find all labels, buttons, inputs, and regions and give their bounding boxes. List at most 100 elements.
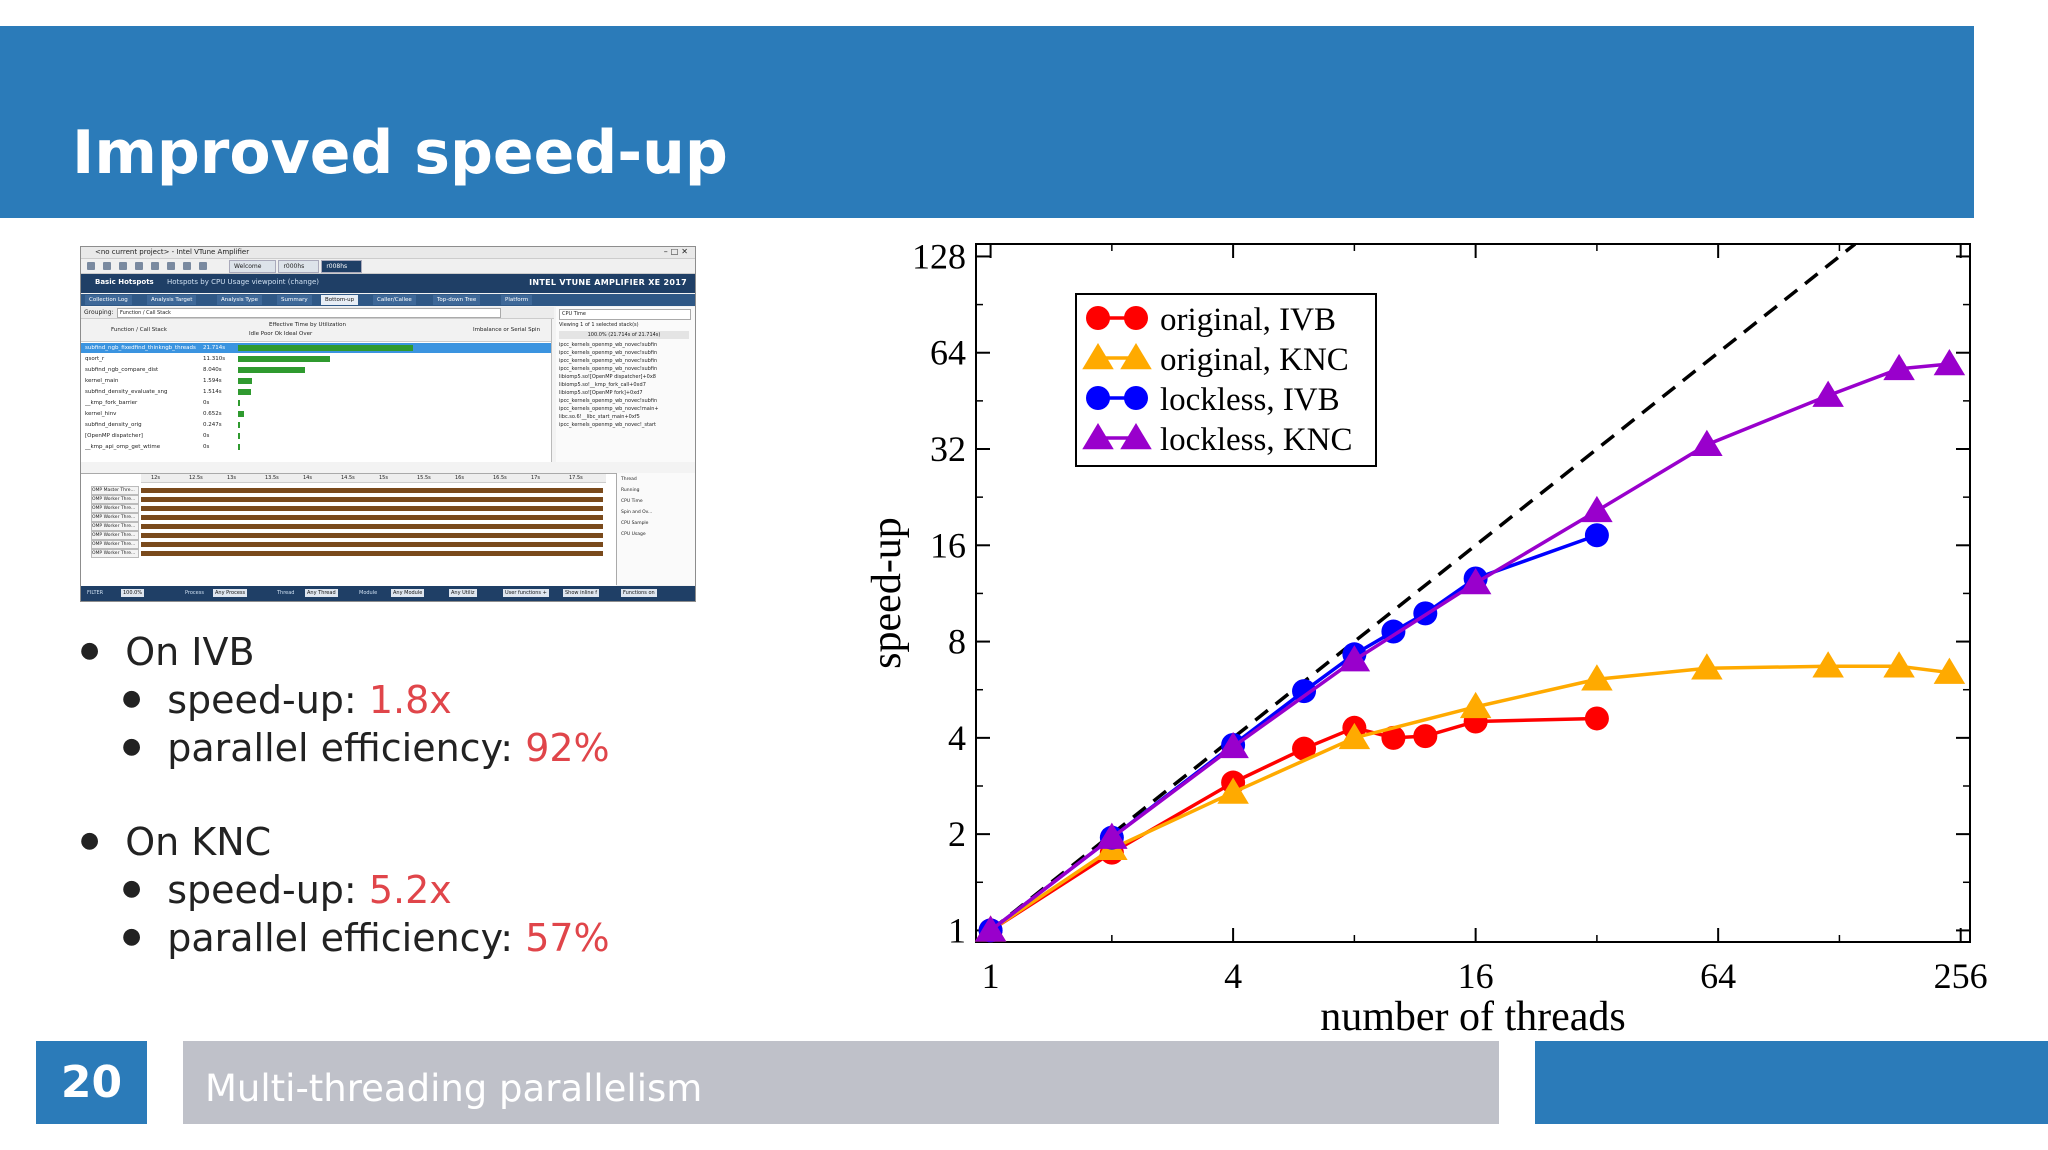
row-time-bar <box>238 433 240 439</box>
data-point <box>1338 722 1371 750</box>
analysis-tabs: Collection Log Analysis Target Analysis … <box>81 294 695 306</box>
x-axis-label: number of threads <box>1320 994 1626 1040</box>
timeline-tick: 13s <box>227 475 236 481</box>
y-tick-label: 4 <box>948 718 966 758</box>
analysis-tab: Platform <box>501 295 533 305</box>
row-time: 0s <box>203 400 210 406</box>
x-tick-label: 4 <box>1224 956 1242 996</box>
x-tick-label: 1 <box>982 956 1000 996</box>
side-percent: 100.0% (21.714s of 21.714s) <box>559 331 689 339</box>
timeline-tick: 14.5s <box>341 475 355 481</box>
filter-item: Thread <box>277 590 295 596</box>
grid-row: [OpenMP dispatcher] 0s <box>81 431 551 441</box>
data-point <box>1413 724 1438 749</box>
bullet-value: 5.2x <box>368 868 452 912</box>
thread-track <box>141 488 603 493</box>
stack-frame: ipcc_kernels_openmp_wb_novec!subfin <box>559 366 658 372</box>
row-time-bar <box>238 345 413 351</box>
legend-marker <box>1120 343 1152 370</box>
data-point <box>1459 567 1492 595</box>
bullet-value: 92% <box>525 726 610 770</box>
data-point <box>1292 679 1317 704</box>
timeline-tick: 13.5s <box>265 475 279 481</box>
row-function: subfind_ngb_fixedfind_thinkngb_threads <box>85 345 196 351</box>
timeline-tick: 14s <box>303 475 312 481</box>
timeline-tick: 17s <box>531 475 540 481</box>
title-bar <box>0 26 1974 218</box>
data-point <box>1933 349 1966 376</box>
vtune-window-title: <no current project> - Intel VTune Ampli… <box>95 248 250 256</box>
stack-frame: ipcc_kernels_openmp_wb_novec!_start <box>559 422 657 428</box>
analysis-tab: Collection Log <box>85 295 132 305</box>
row-time: 0.652s <box>203 411 222 417</box>
grouping-select: Function / Call Stack <box>117 308 501 318</box>
row-time-bar <box>238 356 330 362</box>
y-tick-label: 64 <box>930 333 966 373</box>
row-time-bar <box>238 378 252 384</box>
vtune-screenshot: <no current project> - Intel VTune Ampli… <box>80 246 696 602</box>
timeline-tick: 16s <box>455 475 464 481</box>
footer-right-block <box>1535 1041 2048 1124</box>
stack-frame: ipcc_kernels_openmp_wb_novec!subfin <box>559 398 658 404</box>
toolbar-icon <box>151 262 159 270</box>
bullet-knc-efficiency: ● parallel efficiency: 57% <box>122 916 610 960</box>
grid-row: __kmp_fork_barrier 0s <box>81 398 551 408</box>
col-function: Function / Call Stack <box>111 327 167 333</box>
analysis-tab-active: Bottom-up <box>321 295 359 305</box>
timeline-legend-item: Running <box>621 488 640 493</box>
thread-label: OMP Worker Thre... <box>91 513 139 522</box>
row-time-bar <box>238 389 251 395</box>
data-point <box>1217 777 1249 804</box>
thread-track <box>141 542 603 547</box>
thread-track <box>141 533 603 538</box>
bullet-label: speed-up: <box>167 678 369 722</box>
row-time: 1.594s <box>203 378 222 384</box>
bullet-label: speed-up: <box>167 868 369 912</box>
row-function: subfind_density_evaluate_sng <box>85 389 168 395</box>
col-imbalance: Imbalance or Serial Spin <box>473 327 541 333</box>
bullet-knc: ● On KNC <box>80 820 272 864</box>
timeline-legend: Thread Running CPU Time Spin and Ov... CPU S… <box>616 473 695 585</box>
stack-frame: libiomp5.so![OpenMP dispatcher]+0x8 <box>559 374 656 380</box>
legend-marker <box>1124 386 1148 410</box>
y-tick-label: 1 <box>948 910 966 950</box>
timeline-legend-item: Thread <box>621 477 637 482</box>
thread-label: OMP Worker Thre... <box>91 531 139 540</box>
y-tick-label: 8 <box>948 622 966 662</box>
row-time-bar <box>238 422 241 428</box>
stack-frame: libc.so.6!__libc_start_main+0xf5 <box>559 414 640 420</box>
timeline-ruler: 12s 12.5s 13s 13.5s 14s 14.5s 15s 15.5s 16s 16.5s… <box>141 474 606 483</box>
bottom-up-grid: Function / Call Stack Effective Time by … <box>81 319 552 462</box>
data-point <box>974 915 1007 942</box>
thread-label: OMP Worker Thre... <box>91 540 139 549</box>
series-line <box>989 664 1950 932</box>
row-function: kernel_hinv <box>85 411 117 417</box>
stack-frame: ipcc_kernels_openmp_wb_novec!subfin <box>559 350 658 356</box>
data-point <box>1381 725 1406 750</box>
footer-text: Multi-threading parallelism <box>205 1067 703 1110</box>
toolbar-icon <box>135 262 143 270</box>
ideal-speedup-line <box>989 244 1857 932</box>
legend-label: original, KNC <box>1160 342 1349 378</box>
thread-track <box>141 497 603 502</box>
stack-frame: ipcc_kernels_openmp_wb_novec!subfin <box>559 342 658 348</box>
filter-item: Any Utiliz <box>449 589 477 597</box>
data-point <box>1812 651 1844 678</box>
row-function: kernel_main <box>85 378 119 384</box>
stack-frame: libiomp5.so![OpenMP fork]+0xd7 <box>559 390 643 396</box>
thread-label: OMP Worker Thre... <box>91 504 139 513</box>
data-point <box>1581 495 1613 523</box>
data-point <box>1459 691 1492 719</box>
thread-label: OMP Worker Thre... <box>91 549 139 558</box>
legend-marker <box>1120 423 1152 450</box>
timeline-tick: 16.5s <box>493 475 507 481</box>
data-point <box>1096 822 1128 849</box>
toolbar-icon <box>119 262 127 270</box>
data-point <box>1292 736 1317 761</box>
legend-label: lockless, KNC <box>1160 422 1353 458</box>
timeline-legend-item: CPU Sample <box>621 521 649 526</box>
filter-item: Any Module <box>391 589 425 597</box>
footer-bar: Multi-threading parallelism <box>183 1041 1499 1124</box>
grid-row: subfind_density_orig 0.247s <box>81 420 551 430</box>
x-tick-label: 16 <box>1458 956 1494 996</box>
